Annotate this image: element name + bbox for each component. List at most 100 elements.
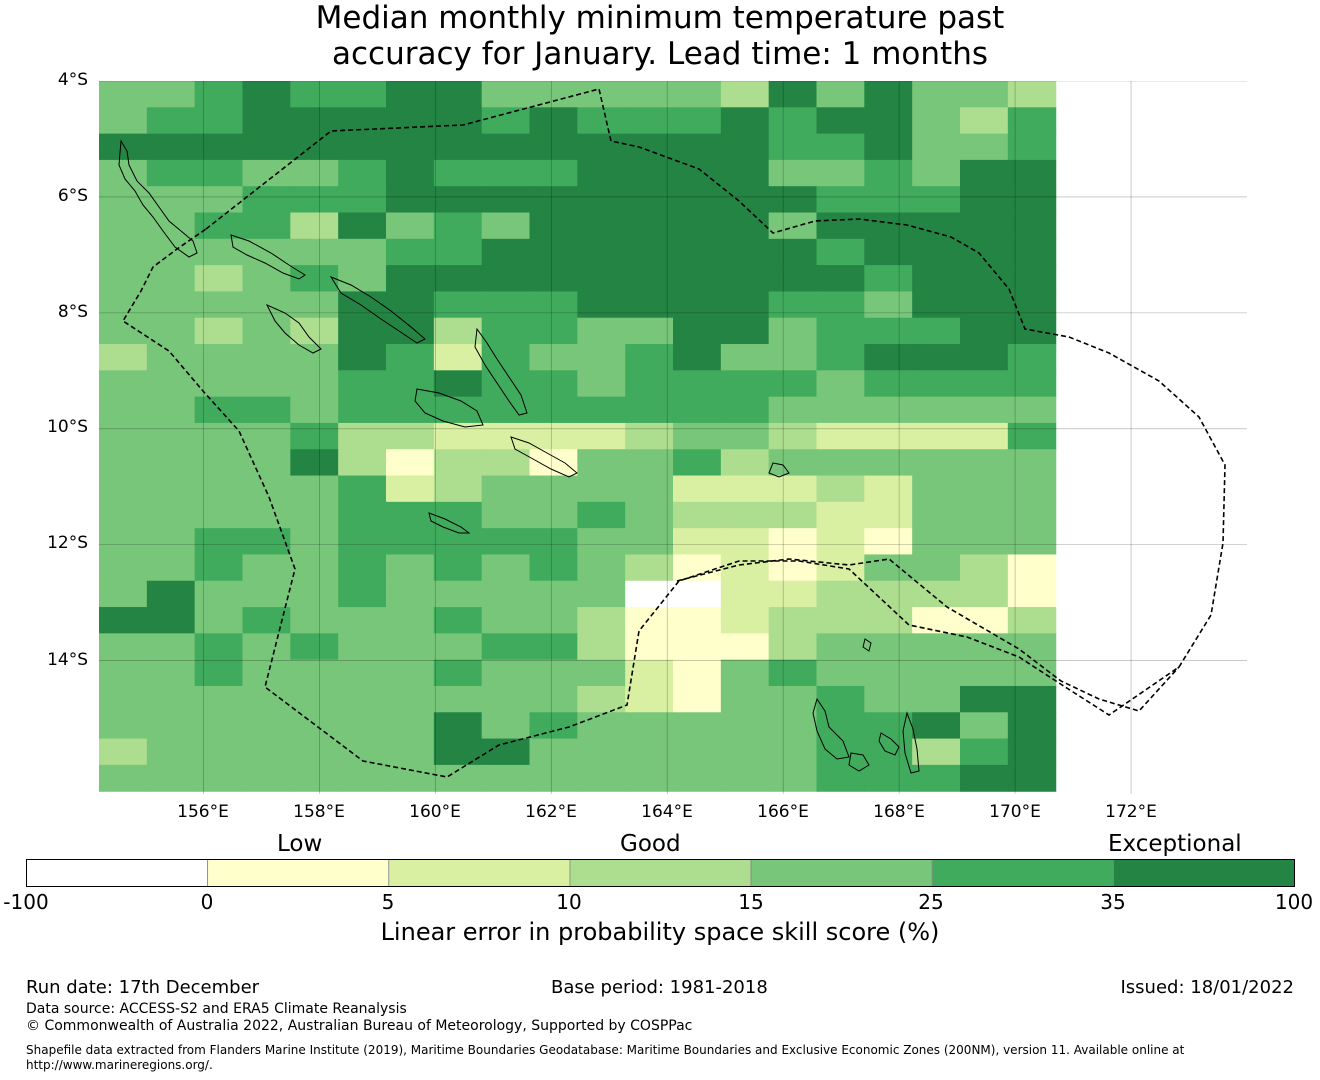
grid-cell	[529, 344, 578, 371]
grid-cell	[577, 370, 626, 398]
grid-cell	[912, 133, 961, 161]
grid-cell	[577, 764, 626, 792]
grid-cell	[433, 475, 483, 503]
grid-cell	[290, 475, 339, 503]
grid-cell	[194, 633, 244, 661]
grid-cell	[1007, 212, 1057, 240]
grid-cell	[386, 712, 435, 740]
grid-cell	[146, 291, 196, 319]
lon-label: 158°E	[293, 802, 345, 822]
grid-cell	[433, 133, 483, 161]
grid-cell	[99, 265, 148, 293]
grid-cell	[529, 107, 578, 135]
grid-cell	[338, 238, 387, 266]
grid-cell	[481, 238, 531, 266]
grid-cell	[912, 501, 961, 529]
grid-cell	[1007, 449, 1057, 477]
grid-cell	[960, 317, 1009, 345]
grid-cell	[768, 291, 818, 319]
grid-cell	[577, 81, 626, 108]
grid-cell	[194, 449, 244, 477]
grid-cell	[816, 475, 865, 503]
grid-cell	[577, 554, 626, 582]
grid-cell	[864, 607, 913, 634]
grid-cell	[912, 344, 961, 371]
grid-cell	[816, 133, 865, 161]
grid-cell	[338, 528, 387, 556]
grid-cell	[1007, 186, 1057, 214]
grid-cell	[864, 238, 913, 266]
grid-cell	[290, 370, 339, 398]
grid-cell	[864, 764, 913, 792]
grid-cell	[625, 81, 674, 108]
guadalcanal-island	[414, 388, 484, 428]
grid-cell	[290, 580, 339, 608]
grid-cell	[146, 633, 196, 661]
grid-cell	[864, 475, 913, 503]
grid-cell	[625, 449, 674, 477]
grid-cell	[673, 554, 722, 582]
grid-cell	[912, 528, 961, 556]
grid-cell	[242, 475, 291, 503]
grid-cell	[673, 528, 722, 556]
grid-cell	[290, 738, 339, 766]
grid-cell	[720, 580, 770, 608]
grid-cell	[673, 370, 722, 398]
grid-cell	[577, 159, 626, 187]
chart-title: Median monthly minimum temperature past …	[160, 0, 1160, 72]
grid-cell	[816, 738, 865, 766]
grid-cell	[625, 159, 674, 187]
grid-cell	[481, 344, 531, 371]
grid-cell	[816, 344, 865, 371]
grid-cell	[960, 607, 1009, 634]
grid-cell	[1007, 370, 1057, 398]
grid-cell	[242, 554, 291, 582]
grid-cell	[960, 344, 1009, 371]
issued-date: Issued: 18/01/2022	[1120, 977, 1294, 998]
grid-cell	[673, 633, 722, 661]
grid-cell	[433, 712, 483, 740]
grid-cell	[290, 396, 339, 424]
grid-cell	[338, 580, 387, 608]
grid-cell	[768, 370, 818, 398]
copyright: © Commonwealth of Australia 2022, Austra…	[26, 1018, 693, 1034]
bougainville-island	[118, 139, 198, 258]
grid-cell	[720, 738, 770, 766]
grid-cell	[433, 659, 483, 687]
skill-score-map	[99, 81, 1247, 794]
grid-cell	[338, 133, 387, 161]
grid-cell	[673, 159, 722, 187]
grid-cell	[864, 712, 913, 740]
grid-cell	[433, 501, 483, 529]
grid-cell	[146, 554, 196, 582]
grid-cell	[146, 738, 196, 766]
grid-cell	[433, 422, 483, 450]
grid-cell	[625, 317, 674, 345]
grid-cell	[577, 475, 626, 503]
grid-cell	[146, 422, 196, 450]
grid-cell	[768, 186, 818, 214]
grid-cell	[1007, 712, 1057, 740]
grid-cell	[816, 633, 865, 661]
grid-cell	[768, 238, 818, 266]
grid-cell	[99, 712, 148, 740]
grid-cell	[146, 238, 196, 266]
grid-cell	[433, 212, 483, 240]
grid-cell	[912, 238, 961, 266]
grid-cell	[338, 422, 387, 450]
grid-cell	[242, 764, 291, 792]
grid-cell	[768, 265, 818, 293]
grid-cell	[242, 422, 291, 450]
grid-cell	[242, 738, 291, 766]
grid-cell	[816, 265, 865, 293]
grid-cell	[99, 738, 148, 766]
grid-cell	[290, 291, 339, 319]
grid-cell	[720, 107, 770, 135]
grid-cell	[720, 764, 770, 792]
grid-cell	[577, 133, 626, 161]
grid-cell	[386, 685, 435, 713]
grid-cell	[1007, 265, 1057, 293]
grid-cell	[481, 685, 531, 713]
grid-cell	[864, 133, 913, 161]
grid-cell	[960, 396, 1009, 424]
